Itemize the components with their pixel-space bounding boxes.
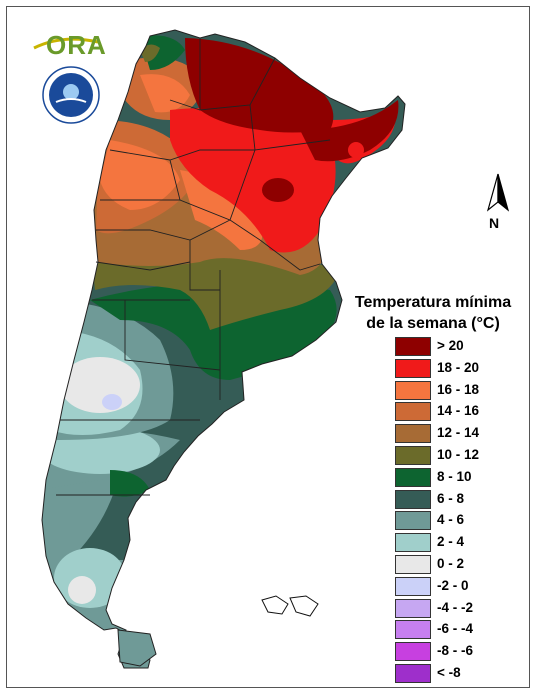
legend-swatch — [395, 620, 431, 640]
legend-label: < -8 — [437, 664, 461, 680]
legend-title-line2: de la semana (°C) — [366, 315, 500, 332]
legend-swatch — [395, 467, 431, 487]
legend-label: 12 - 14 — [437, 425, 480, 441]
ora-logo-icon — [33, 37, 99, 50]
legend-label: -2 - 0 — [437, 577, 469, 593]
legend-swatch — [395, 663, 431, 683]
legend-label: 0 - 2 — [437, 555, 465, 571]
tierra-del-fuego — [117, 629, 157, 667]
legend-title: Temperatura mínima de la semana (°C) — [338, 292, 528, 334]
legend-title-line1: Temperatura mínima — [354, 294, 512, 311]
legend-label: -4 - -2 — [437, 599, 474, 615]
legend-label: 4 - 6 — [437, 512, 465, 528]
country-border — [41, 29, 406, 669]
legend-label: 16 - 18 — [437, 381, 480, 397]
ora-logo-text: ORA — [46, 30, 107, 60]
north-label: N — [489, 215, 500, 231]
legend-swatch — [395, 554, 431, 574]
legend-swatch — [395, 445, 431, 465]
legend-label: 8 - 10 — [437, 468, 472, 484]
legend-label: 6 - 8 — [437, 490, 465, 506]
legend-swatch — [395, 489, 431, 509]
legend-swatch — [395, 511, 431, 531]
legend-swatch — [395, 642, 431, 662]
legend-label: 10 - 12 — [437, 446, 480, 462]
legend-label: -8 - -6 — [437, 643, 474, 659]
province-borders — [56, 38, 331, 496]
legend-label: 18 - 20 — [437, 359, 480, 375]
legend-swatch — [395, 598, 431, 618]
legend-swatch — [395, 402, 431, 422]
legend-label: 2 - 4 — [437, 534, 465, 550]
legend-swatch — [395, 533, 431, 553]
legend-label: > 20 — [437, 338, 464, 353]
north-arrow-icon — [486, 173, 510, 212]
legend-label: -6 - -4 — [437, 621, 474, 637]
legend-swatch — [395, 358, 431, 378]
malvinas-islands — [261, 595, 319, 617]
legend-swatch — [395, 337, 431, 356]
legend-swatch — [395, 576, 431, 596]
legend-label: 14 - 16 — [437, 403, 480, 419]
smn-logo-icon — [42, 66, 100, 124]
legend-swatch — [395, 380, 431, 400]
legend-swatch — [395, 424, 431, 444]
